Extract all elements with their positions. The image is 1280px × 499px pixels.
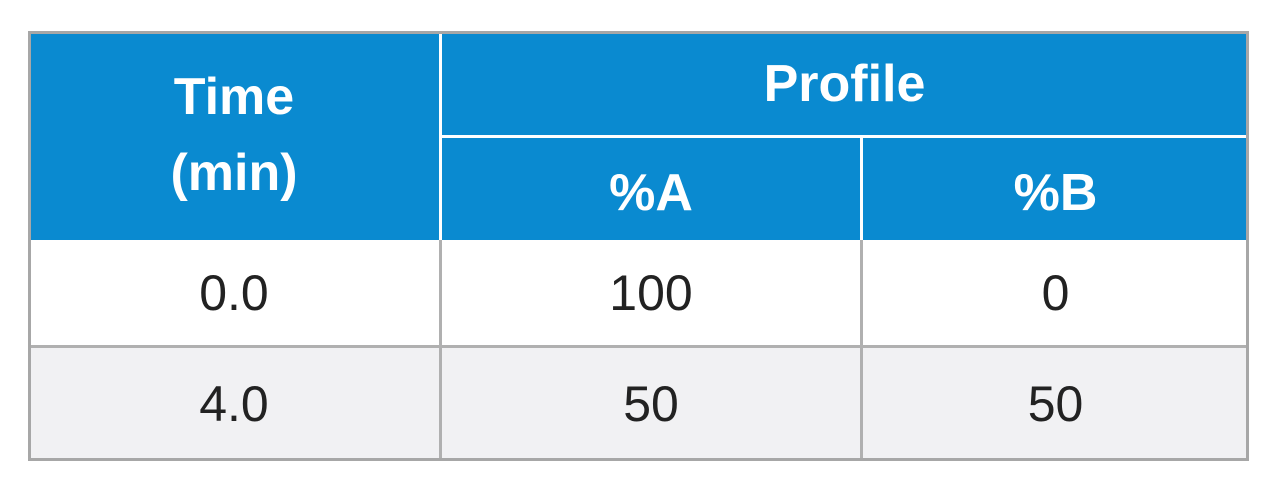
- header-divider: [860, 136, 863, 240]
- header-cell: %A: [440, 136, 862, 240]
- cell-text: 50: [1027, 375, 1084, 432]
- header-text: Profile: [763, 54, 926, 113]
- header-time: Time (min): [170, 60, 297, 211]
- header-text: (min): [170, 143, 298, 202]
- header-cell: Profile: [440, 31, 1249, 136]
- column-divider: [860, 240, 863, 461]
- table-cell: 0.0: [28, 240, 440, 346]
- table-cell: 0: [862, 240, 1249, 346]
- cell-text: 50: [623, 375, 679, 432]
- table-cell: 4.0: [28, 346, 440, 461]
- row-divider: [28, 345, 1249, 348]
- cell-text: 0: [1041, 265, 1070, 321]
- header-text: %A: [609, 164, 693, 222]
- header-cell: Time (min): [28, 31, 440, 240]
- table-cell: 50: [862, 346, 1249, 461]
- header-text: %B: [1013, 164, 1098, 222]
- header-divider: [440, 135, 1249, 138]
- table-cell: 100: [440, 240, 862, 346]
- cell-text: 0.0: [199, 265, 269, 321]
- column-divider: [439, 240, 442, 461]
- cell-text: 100: [609, 265, 693, 321]
- header-text: Time: [173, 68, 295, 127]
- table-cell: 50: [440, 346, 862, 461]
- cell-text: 4.0: [199, 375, 269, 432]
- header-cell: %B: [862, 136, 1249, 240]
